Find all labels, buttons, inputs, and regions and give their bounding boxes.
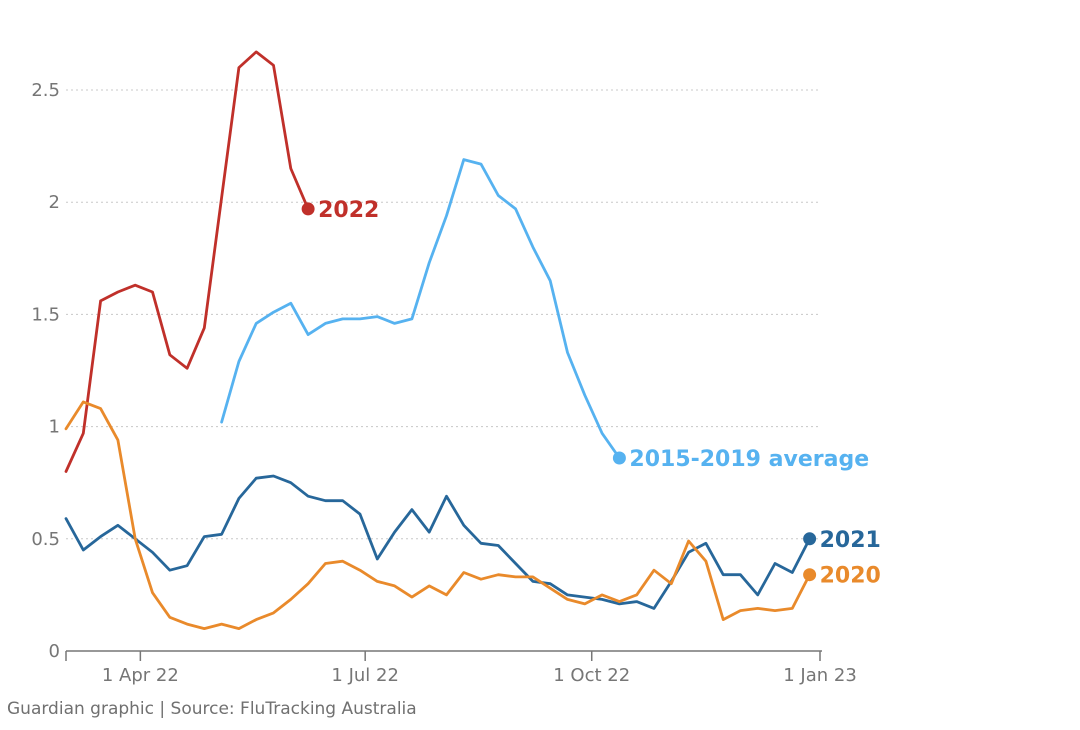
series-label-2021: 2021 [820, 528, 881, 553]
series-line-2015-2019-average [220, 158, 621, 460]
series-lines [64, 50, 811, 630]
series-end-point-2015-2019-average [612, 451, 626, 465]
series-label-2022: 2022 [318, 198, 379, 223]
y-tick-label: 1 [49, 417, 60, 438]
x-tick-label: 1 Oct 22 [553, 665, 630, 686]
series-label-2015-2019-average: 2015-2019 average [629, 447, 869, 472]
y-tick-label: 0.5 [31, 529, 60, 550]
series-labels: 2022 2015-2019 average 2021 2020 [301, 198, 881, 589]
y-tick-label: 0 [49, 641, 60, 662]
series-label-2020: 2020 [820, 564, 881, 589]
series-line-2020 [64, 400, 811, 630]
series-end-point-2021 [803, 532, 817, 546]
series-end-point-2022 [301, 202, 315, 216]
y-tick-label: 2.5 [31, 80, 60, 101]
series-end-point-2020 [803, 568, 817, 582]
y-tick-label: 2 [49, 192, 60, 213]
series-line-2022 [64, 50, 310, 473]
axes: 0 0.5 1 1.5 2 2.5 1 Apr 22 1 Jul 22 1 Oct 22 1 Ja… [31, 80, 856, 686]
series-line-2021 [64, 474, 811, 610]
x-tick-label: 1 Jan 23 [783, 665, 857, 686]
gridlines [66, 89, 820, 540]
x-tick-label: 1 Jul 22 [331, 665, 399, 686]
source-note: Guardian graphic | Source: FluTracking A… [7, 699, 417, 719]
y-tick-label: 1.5 [31, 304, 60, 325]
x-tick-label: 1 Apr 22 [102, 665, 179, 686]
